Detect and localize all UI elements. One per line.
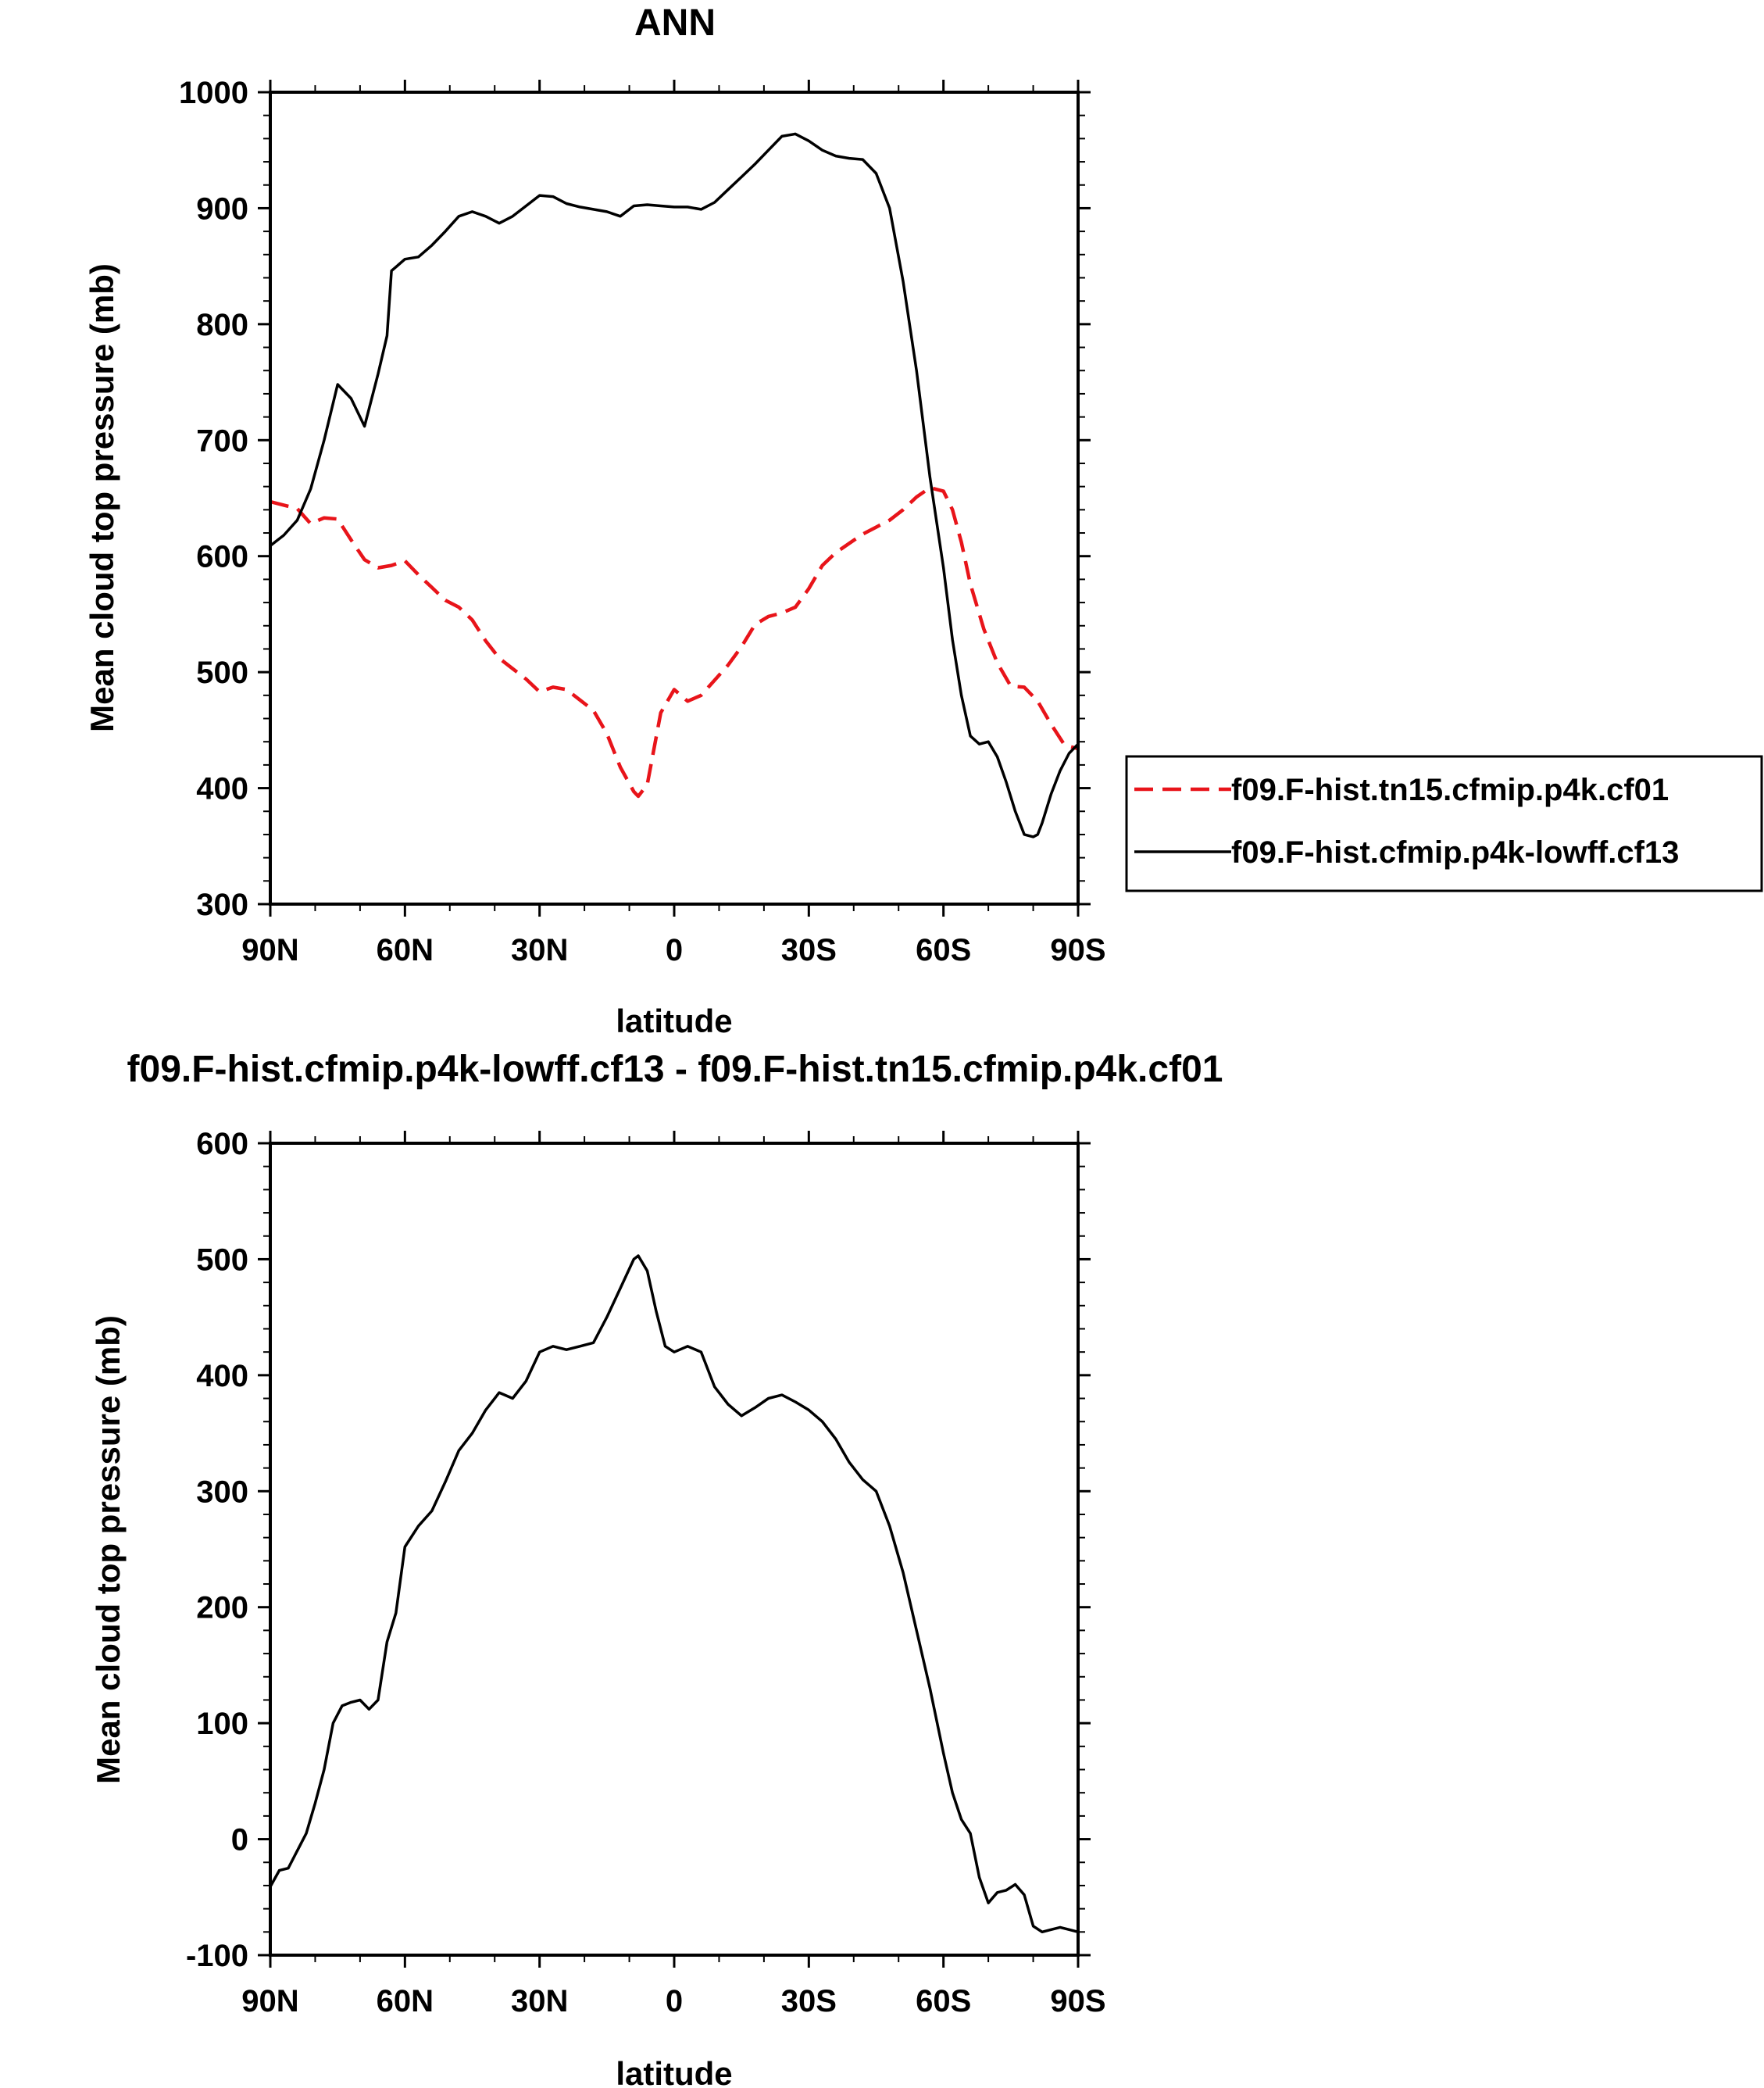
y-tick-label: 200 xyxy=(196,1591,248,1625)
bottom-y-axis-label: Mean cloud top pressure (mb) xyxy=(90,1315,127,1784)
bottom-plot-series xyxy=(269,1254,1079,1934)
y-tick-label: 400 xyxy=(196,772,248,806)
y-tick-label: 400 xyxy=(196,1359,248,1393)
x-tick-label: 60N xyxy=(377,1984,434,2018)
x-tick-label: 60N xyxy=(377,933,434,967)
bottom-panel: f09.F-hist.cfmip.p4k-lowff.cf13 - f09.F-… xyxy=(90,1049,1223,2088)
top-panel: ANN 300 400 500 600 700 800 900 1000 90N 60N 30N 0… xyxy=(84,2,1763,1039)
y-tick-label: 500 xyxy=(196,656,248,690)
bottom-x-axis-label: latitude xyxy=(616,2055,732,2088)
series-line-cf01 xyxy=(270,485,1079,799)
bottom-panel-title: f09.F-hist.cfmip.p4k-lowff.cf13 - f09.F-… xyxy=(127,1049,1223,1090)
x-tick-label: 30N xyxy=(511,933,568,967)
top-plot-frame xyxy=(269,91,1080,906)
legend-label-cf01: f09.F-hist.tn15.cfmip.p4k.cf01 xyxy=(1231,773,1669,807)
y-tick-label: 600 xyxy=(196,540,248,574)
x-tick-label: 60S xyxy=(916,933,971,967)
y-tick-label: 0 xyxy=(231,1823,248,1857)
y-tick-label: 700 xyxy=(196,424,248,458)
y-tick-label: 300 xyxy=(196,1475,248,1509)
x-tick-label: 30N xyxy=(511,1984,568,2018)
y-tick-label: 800 xyxy=(196,308,248,342)
y-tick-label: -100 xyxy=(186,1939,248,1973)
difference-series-line xyxy=(269,1254,1079,1934)
x-tick-label: 90S xyxy=(1050,933,1105,967)
legend-box xyxy=(1125,755,1763,892)
x-tick-label: 30S xyxy=(781,1984,837,2018)
top-y-axis-label: Mean cloud top pressure (mb) xyxy=(84,263,120,732)
top-panel-title: ANN xyxy=(634,2,716,44)
x-tick-label: 90N xyxy=(241,1984,298,2018)
bottom-y-tick-labels: -100 0 100 200 300 400 500 600 xyxy=(186,1127,248,1973)
bottom-x-tick-labels: 90N 60N 30N 0 30S 60S 90S xyxy=(241,1984,1105,2018)
x-tick-label: 90S xyxy=(1050,1984,1105,2018)
y-tick-label: 300 xyxy=(196,888,248,922)
top-x-axis-label: latitude xyxy=(616,1003,732,1039)
bottom-plot-frame xyxy=(269,1142,1080,1957)
y-tick-label: 500 xyxy=(196,1242,248,1277)
y-tick-label: 100 xyxy=(196,1707,248,1741)
x-tick-label: 0 xyxy=(666,1984,683,2018)
y-tick-label: 600 xyxy=(196,1127,248,1161)
x-tick-label: 30S xyxy=(781,933,837,967)
y-tick-label: 1000 xyxy=(179,76,248,110)
legend-label-cf13: f09.F-hist.cfmip.p4k-lowff.cf13 xyxy=(1231,835,1679,870)
y-tick-label: 900 xyxy=(196,191,248,226)
top-x-tick-labels: 90N 60N 30N 0 30S 60S 90S xyxy=(241,933,1105,967)
series-line-cf13 xyxy=(269,132,1080,838)
legend: f09.F-hist.tn15.cfmip.p4k.cf01 f09.F-his… xyxy=(1125,755,1763,892)
x-tick-label: 60S xyxy=(916,1984,971,2018)
x-tick-label: 90N xyxy=(241,933,298,967)
x-tick-label: 0 xyxy=(666,933,683,967)
top-y-tick-labels: 300 400 500 600 700 800 900 1000 xyxy=(179,76,248,922)
top-plot-series xyxy=(269,132,1080,838)
